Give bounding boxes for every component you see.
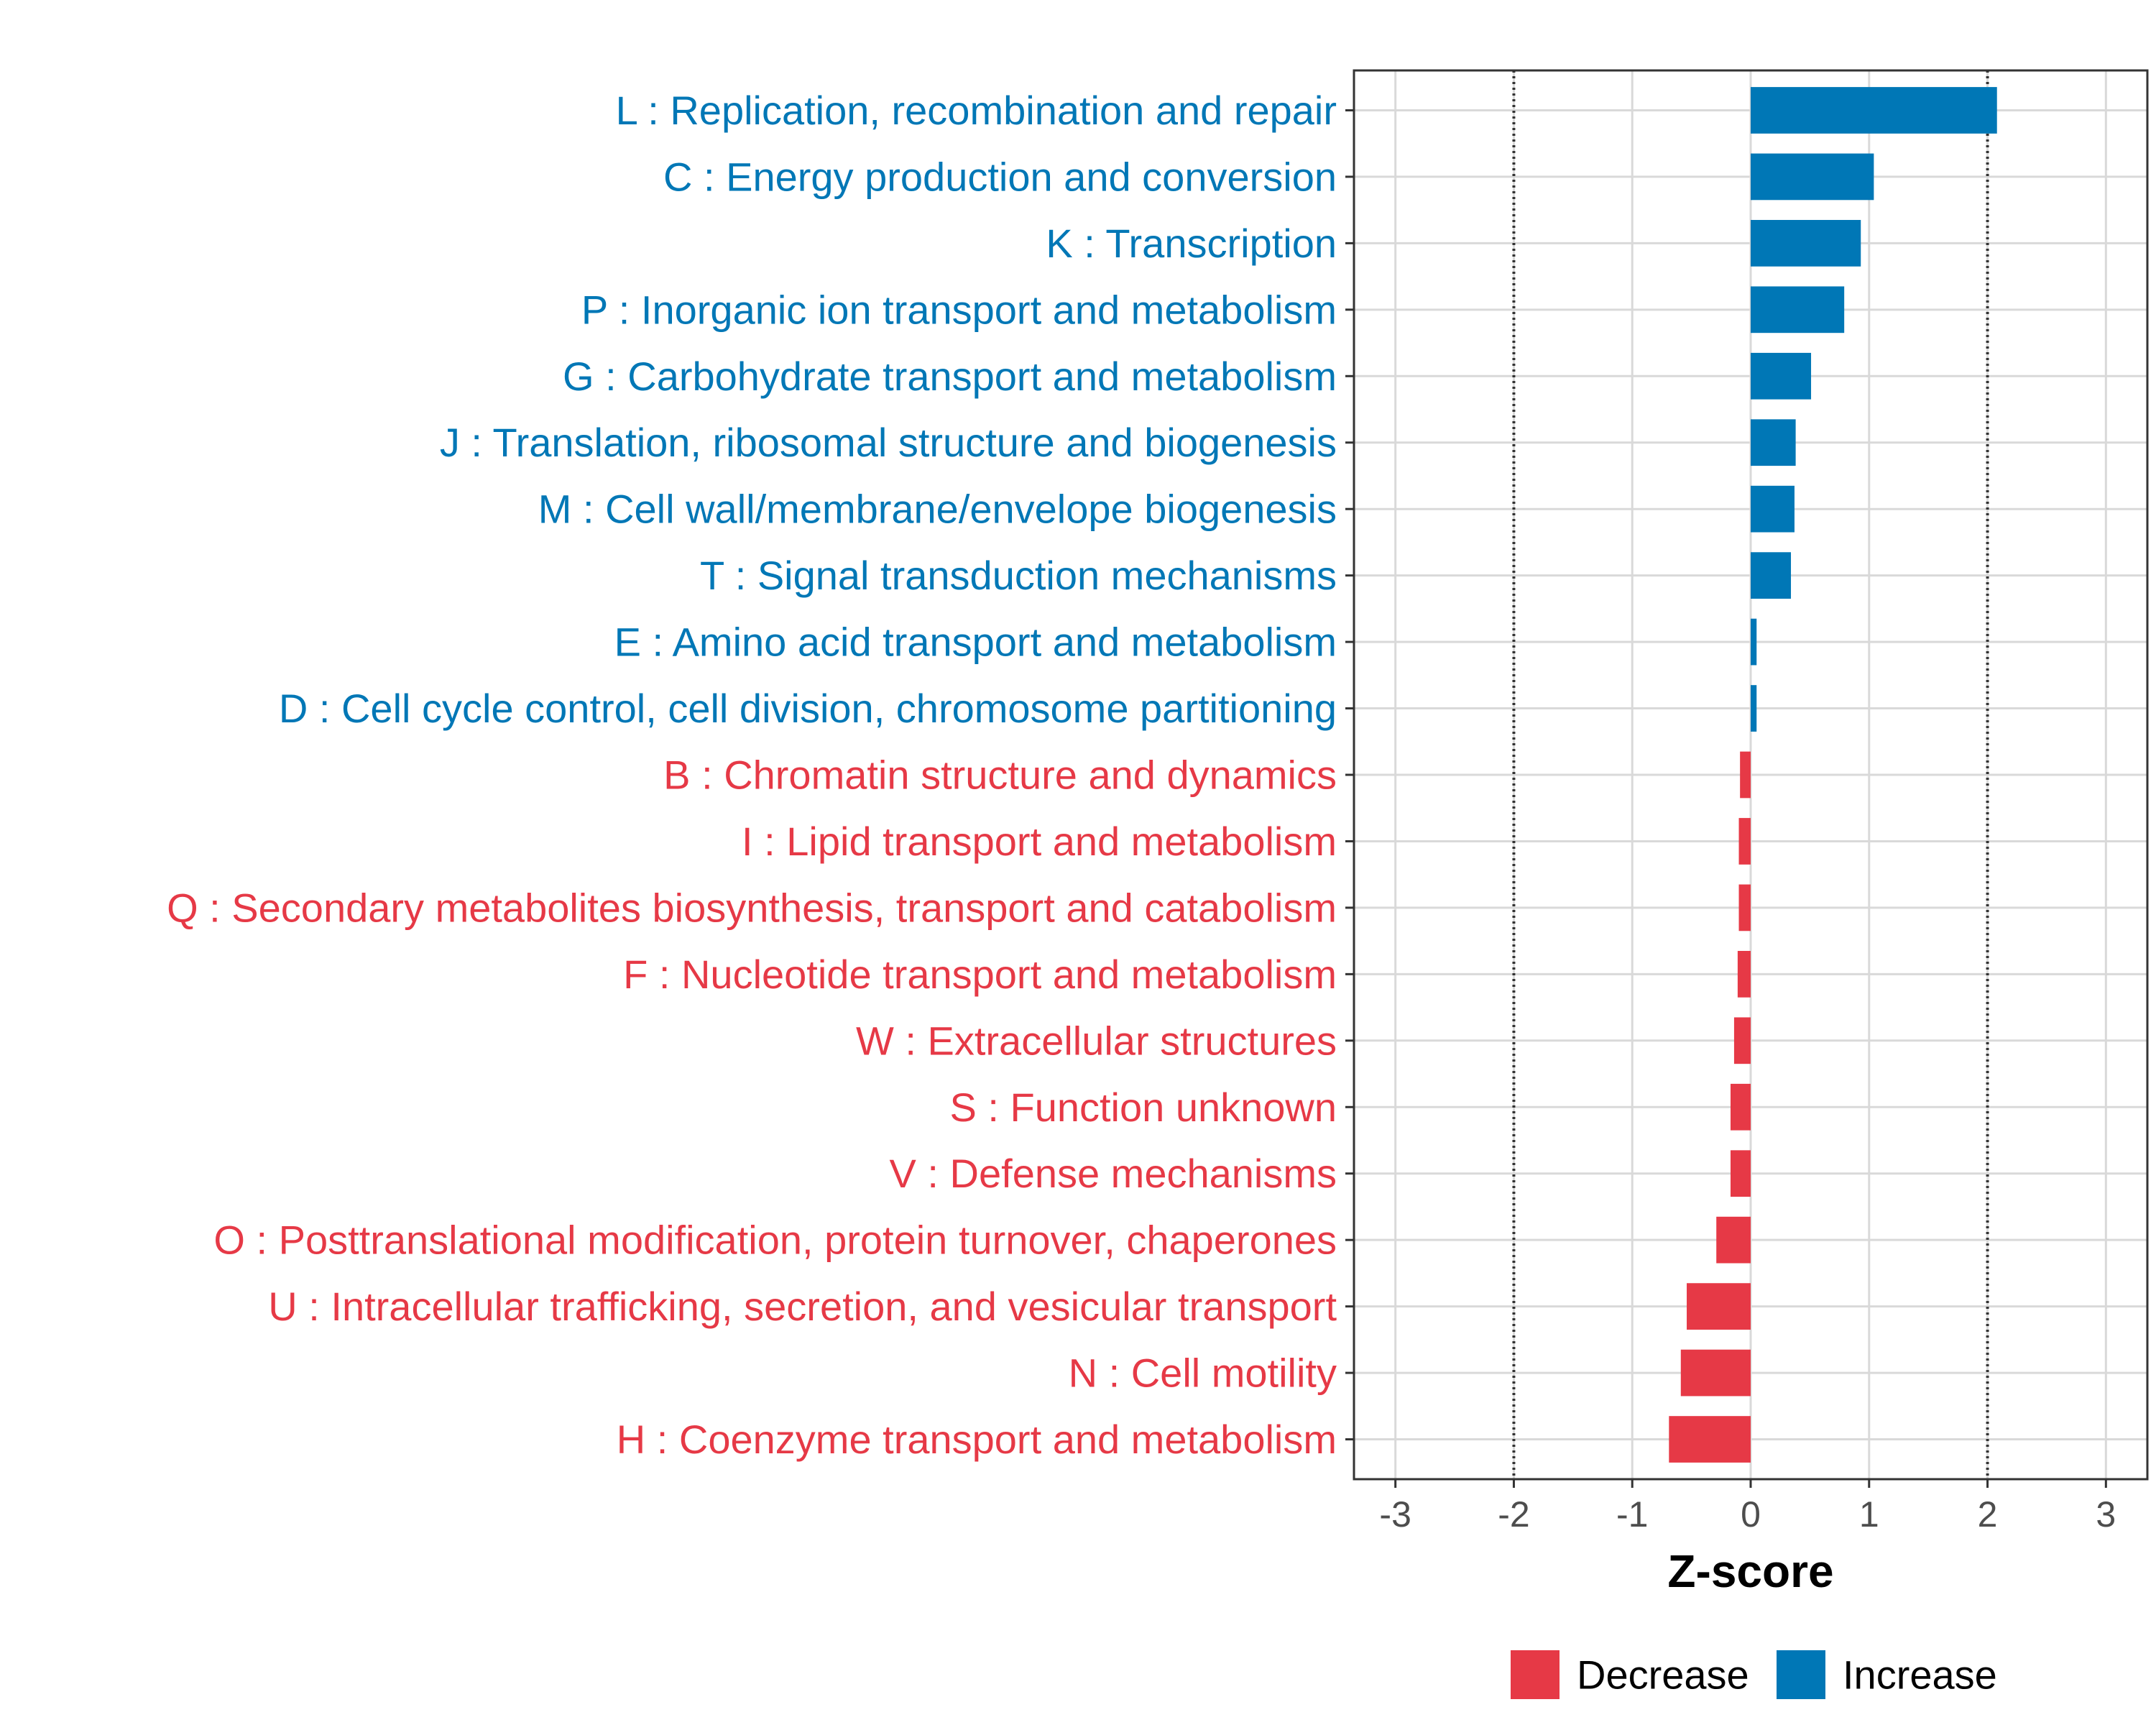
category-label: J : Translation, ribosomal structure and… [440,420,1337,465]
bar [1716,1216,1751,1264]
bar [1751,618,1757,666]
bars [1669,87,1997,1463]
category-label: B : Chromatin structure and dynamics [663,753,1337,798]
category-label: C : Energy production and conversion [663,154,1337,199]
bar [1740,751,1751,799]
x-tick-label: 0 [1741,1494,1761,1535]
category-label: E : Amino acid transport and metabolism [614,620,1337,665]
category-label: P : Inorganic ion transport and metaboli… [581,287,1337,332]
category-label: M : Cell wall/membrane/envelope biogenes… [538,487,1337,532]
bar [1751,153,1874,201]
category-label: Q : Secondary metabolites biosynthesis, … [167,885,1337,930]
x-tick-label: -1 [1616,1494,1648,1535]
legend-swatch [1511,1650,1560,1699]
bar [1751,87,1997,134]
bar [1751,485,1795,533]
bar [1669,1416,1751,1463]
x-axis-title: Z-score [1667,1545,1833,1597]
category-label: U : Intracellular trafficking, secretion… [268,1284,1337,1329]
x-tick-label: -2 [1498,1494,1529,1535]
bar [1751,286,1845,334]
bar [1730,1083,1751,1131]
x-tick-label: 1 [1859,1494,1879,1535]
bar [1730,1150,1751,1197]
category-label: T : Signal transduction mechanisms [700,553,1337,598]
category-label: I : Lipid transport and metabolism [742,819,1337,864]
x-tick-label: -3 [1379,1494,1411,1535]
legend-swatch [1777,1650,1825,1699]
category-label: D : Cell cycle control, cell division, c… [279,686,1337,731]
category-label: O : Posttranslational modification, prot… [213,1218,1337,1263]
y-axis-ticks [1345,109,1354,1441]
category-label: G : Carbohydrate transport and metabolis… [563,354,1337,399]
bar [1751,220,1861,267]
category-label: K : Transcription [1046,221,1337,266]
bar [1751,552,1792,599]
category-label: W : Extracellular structures [856,1018,1337,1063]
category-label: L : Replication, recombination and repai… [616,88,1337,133]
category-labels: L : Replication, recombination and repai… [167,88,1337,1462]
bar [1680,1349,1751,1397]
x-tick-label: 2 [1978,1494,1998,1535]
category-label: N : Cell motility [1069,1351,1337,1396]
bar [1738,884,1751,932]
legend: Decrease Increase [1511,1650,1997,1699]
bar [1751,419,1796,466]
bar [1687,1283,1751,1330]
category-label: F : Nucleotide transport and metabolism [623,952,1337,997]
category-label: V : Defense mechanisms [890,1151,1337,1196]
bar [1738,818,1751,865]
bar [1733,1017,1751,1064]
legend-label: Decrease [1577,1652,1749,1698]
category-label: H : Coenzyme transport and metabolism [617,1417,1337,1462]
x-tick-label: 3 [2096,1494,2116,1535]
reference-lines [1512,70,1989,1479]
bar [1737,951,1751,998]
category-label: S : Function unknown [949,1085,1337,1130]
bar [1751,352,1812,400]
bar [1751,685,1757,732]
legend-label: Increase [1843,1652,1997,1698]
x-axis-ticks: -3 -2 -1 0 1 2 3 [1379,1479,2116,1535]
